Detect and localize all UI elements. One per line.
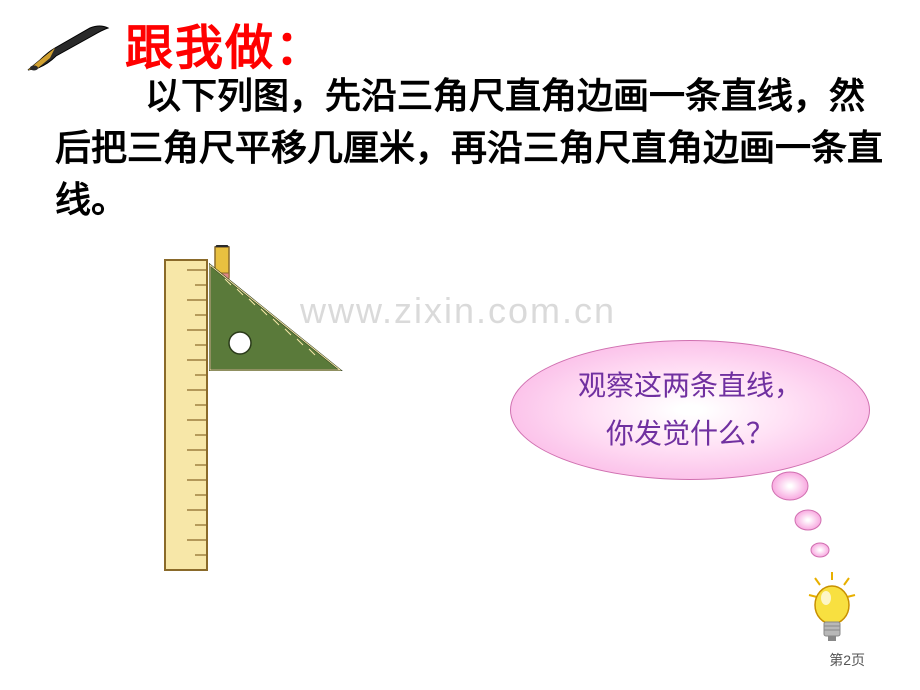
lightbulb-icon <box>805 570 860 645</box>
bubble-line-2: 你发觉什么？ <box>606 410 774 458</box>
instruction-content: 以下列图，先沿三角尺直角边画一条直线，然后把三角尺平移几厘米，再沿三角尺直角边画… <box>55 75 883 220</box>
ruler-triangle-illustration <box>155 245 365 575</box>
instruction-text: 以下列图，先沿三角尺直角边画一条直线，然后把三角尺平移几厘米，再沿三角尺直角边画… <box>55 70 885 227</box>
speech-bubble: 观察这两条直线， 你发觉什么？ <box>510 340 870 480</box>
page-number: 第2页 <box>829 650 865 670</box>
pen-icon <box>20 20 115 75</box>
slide-title: 跟我做： <box>125 8 325 78</box>
bubble-line-1: 观察这两条直线， <box>578 362 802 410</box>
